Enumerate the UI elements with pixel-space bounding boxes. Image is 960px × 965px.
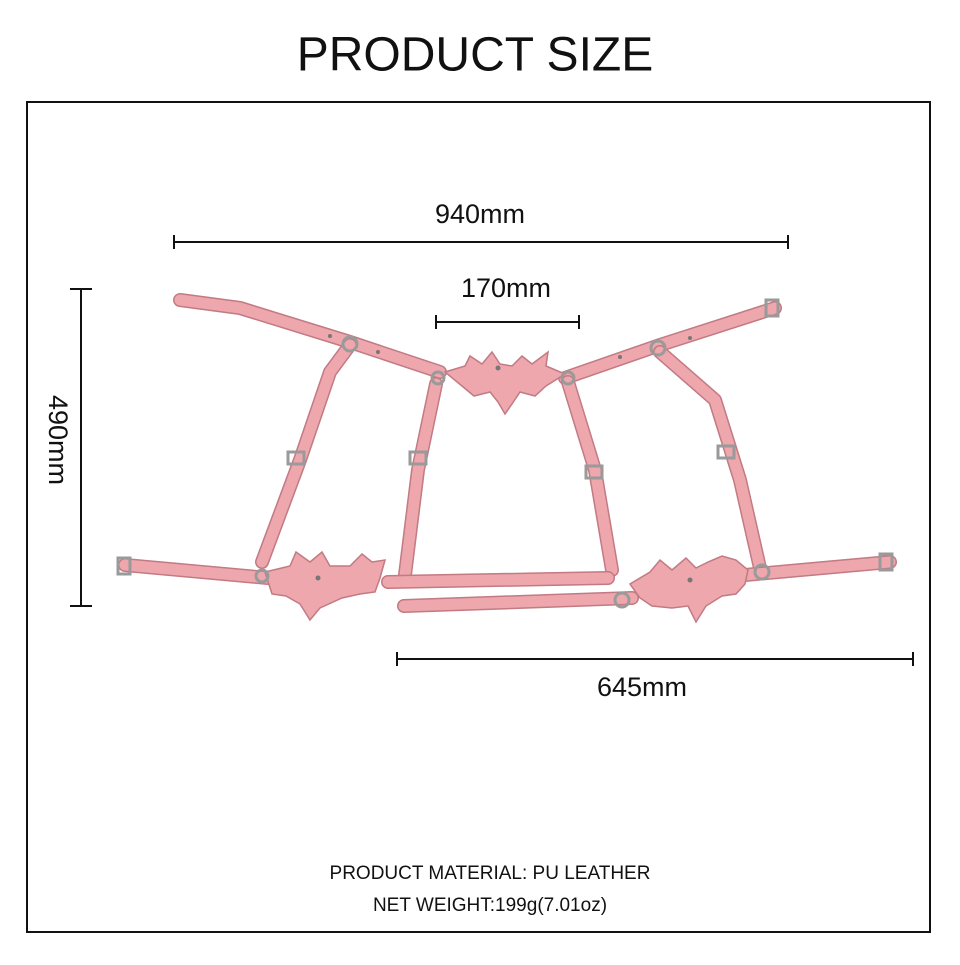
dimension-label: 645mm	[597, 672, 687, 702]
dimension-overall-width: 940mm	[173, 199, 789, 249]
weight-text: NET WEIGHT:199g(7.01oz)	[373, 895, 607, 916]
title: PRODUCT SIZE	[297, 29, 653, 82]
dimension-label: 490mm	[43, 395, 73, 485]
material-text: PRODUCT MATERIAL: PU LEATHER	[330, 863, 651, 884]
dimension-bottom-width: 645mm	[396, 652, 914, 702]
dimension-label: 170mm	[461, 273, 551, 303]
dimension-label: 940mm	[435, 199, 525, 229]
frame	[26, 101, 931, 933]
harness-illustration	[116, 293, 897, 624]
dimension-height: 490mm	[43, 288, 92, 607]
dimension-center-width: 170mm	[435, 273, 580, 329]
